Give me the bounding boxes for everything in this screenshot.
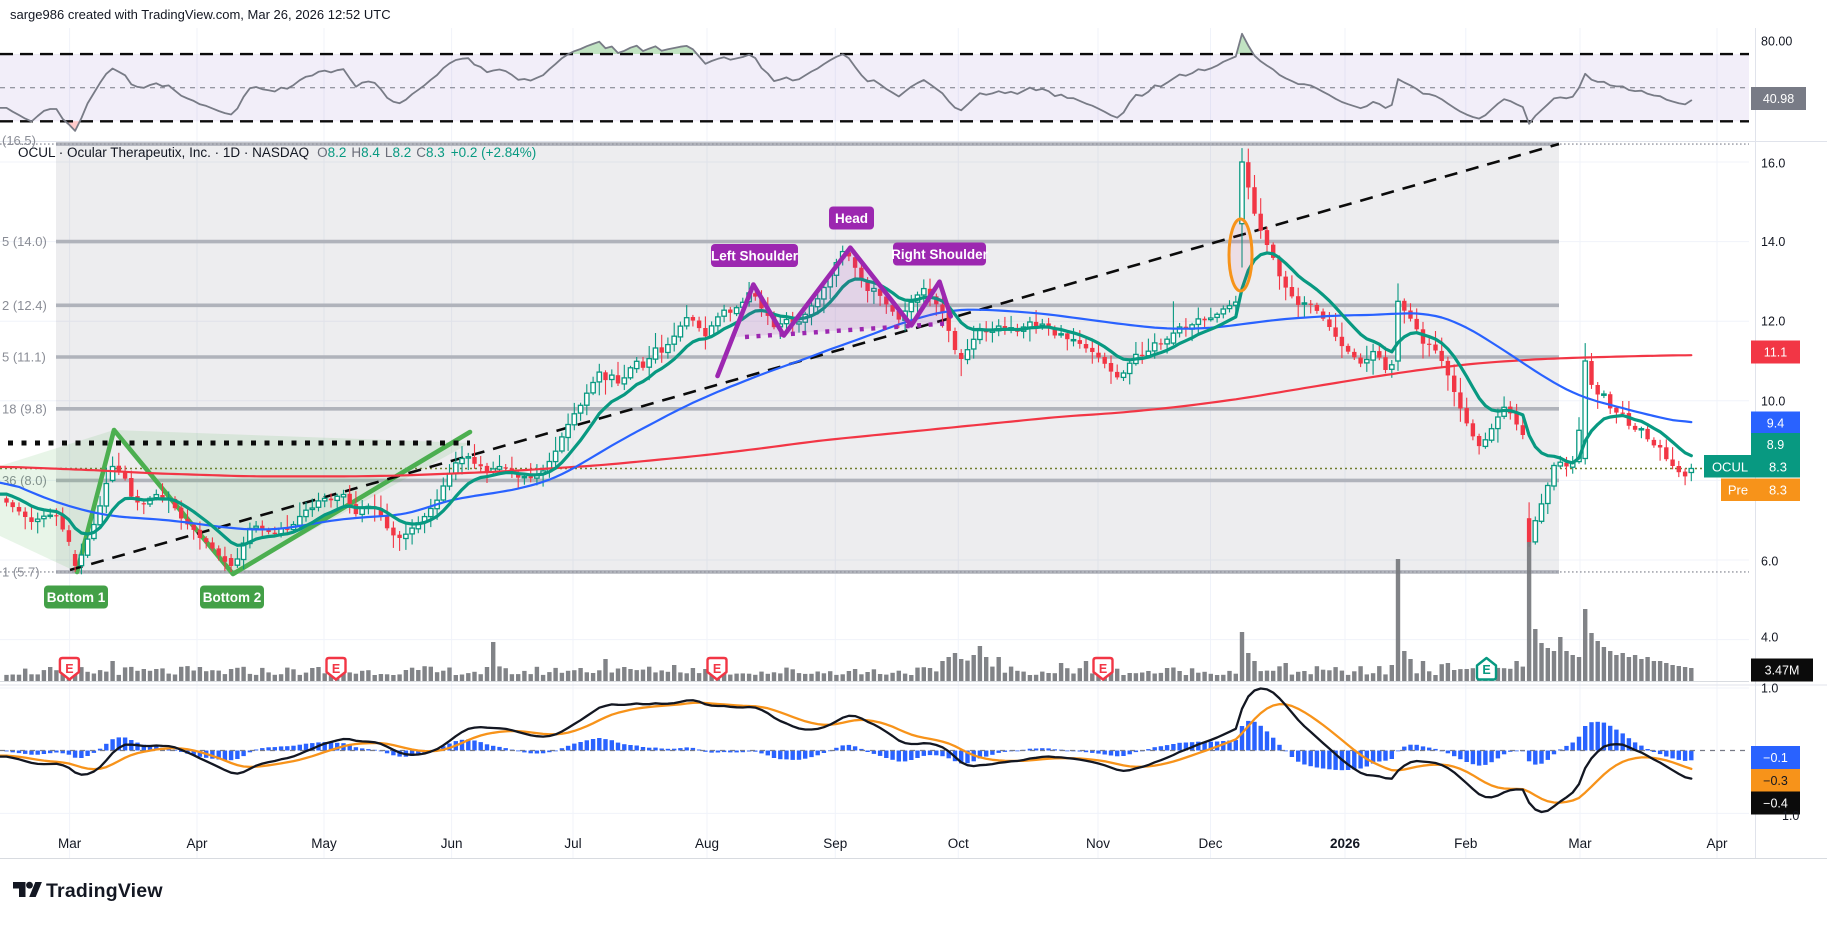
svg-text:Left Shoulder: Left Shoulder xyxy=(711,248,799,263)
svg-text:40.98: 40.98 xyxy=(1763,92,1794,106)
svg-text:Apr: Apr xyxy=(186,836,208,851)
svg-text:Jun: Jun xyxy=(441,836,463,851)
svg-text:Pre: Pre xyxy=(1728,483,1748,498)
svg-text:E: E xyxy=(713,662,721,676)
svg-text:Jul: Jul xyxy=(564,836,581,851)
svg-text:14.0: 14.0 xyxy=(1761,235,1785,249)
svg-text:80.00: 80.00 xyxy=(1761,35,1792,49)
svg-text:10.0: 10.0 xyxy=(1761,395,1785,409)
svg-text:1.0: 1.0 xyxy=(1761,682,1778,696)
svg-text:8.3: 8.3 xyxy=(1769,460,1787,475)
svg-text:8.9: 8.9 xyxy=(1767,438,1784,452)
svg-text:May: May xyxy=(311,836,337,851)
svg-text:Dec: Dec xyxy=(1198,836,1222,851)
svg-text:Bottom 1: Bottom 1 xyxy=(47,590,106,605)
svg-text:Mar: Mar xyxy=(58,836,82,851)
svg-text:18 (9.8): 18 (9.8) xyxy=(2,401,47,416)
svg-text:−0.3: −0.3 xyxy=(1763,774,1788,788)
svg-text:Nov: Nov xyxy=(1086,836,1110,851)
svg-text:−0.4: −0.4 xyxy=(1763,797,1788,811)
svg-text:OCUL · Ocular Therapeutix, Inc: OCUL · Ocular Therapeutix, Inc. · 1D · N… xyxy=(18,145,536,160)
svg-text:E: E xyxy=(332,662,340,676)
svg-text:3.47M: 3.47M xyxy=(1765,664,1800,678)
svg-text:2 (12.4): 2 (12.4) xyxy=(2,298,47,313)
svg-text:−0.1: −0.1 xyxy=(1763,751,1788,765)
svg-text:TradingView: TradingView xyxy=(46,880,163,902)
svg-text:Oct: Oct xyxy=(948,836,969,851)
svg-text:E: E xyxy=(65,662,73,676)
svg-text:sarge986 created with TradingV: sarge986 created with TradingView.com, M… xyxy=(10,7,391,22)
svg-text:1 (5.7): 1 (5.7) xyxy=(2,564,40,579)
svg-text:Sep: Sep xyxy=(823,836,847,851)
svg-text:11.1: 11.1 xyxy=(1764,346,1787,360)
svg-text:1.0: 1.0 xyxy=(1782,809,1799,823)
svg-text:9.4: 9.4 xyxy=(1767,417,1784,431)
svg-text:12.0: 12.0 xyxy=(1761,315,1785,329)
svg-text:Head: Head xyxy=(835,211,868,226)
svg-text:Feb: Feb xyxy=(1454,836,1477,851)
svg-text:5 (11.1): 5 (11.1) xyxy=(2,350,46,365)
svg-text:16.0: 16.0 xyxy=(1761,157,1785,171)
svg-text:Mar: Mar xyxy=(1568,836,1592,851)
svg-text:Bottom 2: Bottom 2 xyxy=(203,590,262,605)
svg-text:5 (14.0): 5 (14.0) xyxy=(2,234,47,249)
svg-text:E: E xyxy=(1482,663,1490,677)
svg-text:Aug: Aug xyxy=(695,836,719,851)
svg-text:4.0: 4.0 xyxy=(1761,631,1778,645)
svg-text:E: E xyxy=(1099,662,1107,676)
svg-text:36 (8.0): 36 (8.0) xyxy=(2,473,47,488)
svg-text:Apr: Apr xyxy=(1706,836,1728,851)
svg-text:(16.5): (16.5) xyxy=(2,133,36,148)
svg-text:2026: 2026 xyxy=(1330,836,1361,851)
svg-text:OCUL: OCUL xyxy=(1712,460,1748,475)
svg-text:8.3: 8.3 xyxy=(1769,483,1787,498)
svg-text:Right Shoulder: Right Shoulder xyxy=(891,247,988,262)
svg-text:6.0: 6.0 xyxy=(1761,555,1778,569)
